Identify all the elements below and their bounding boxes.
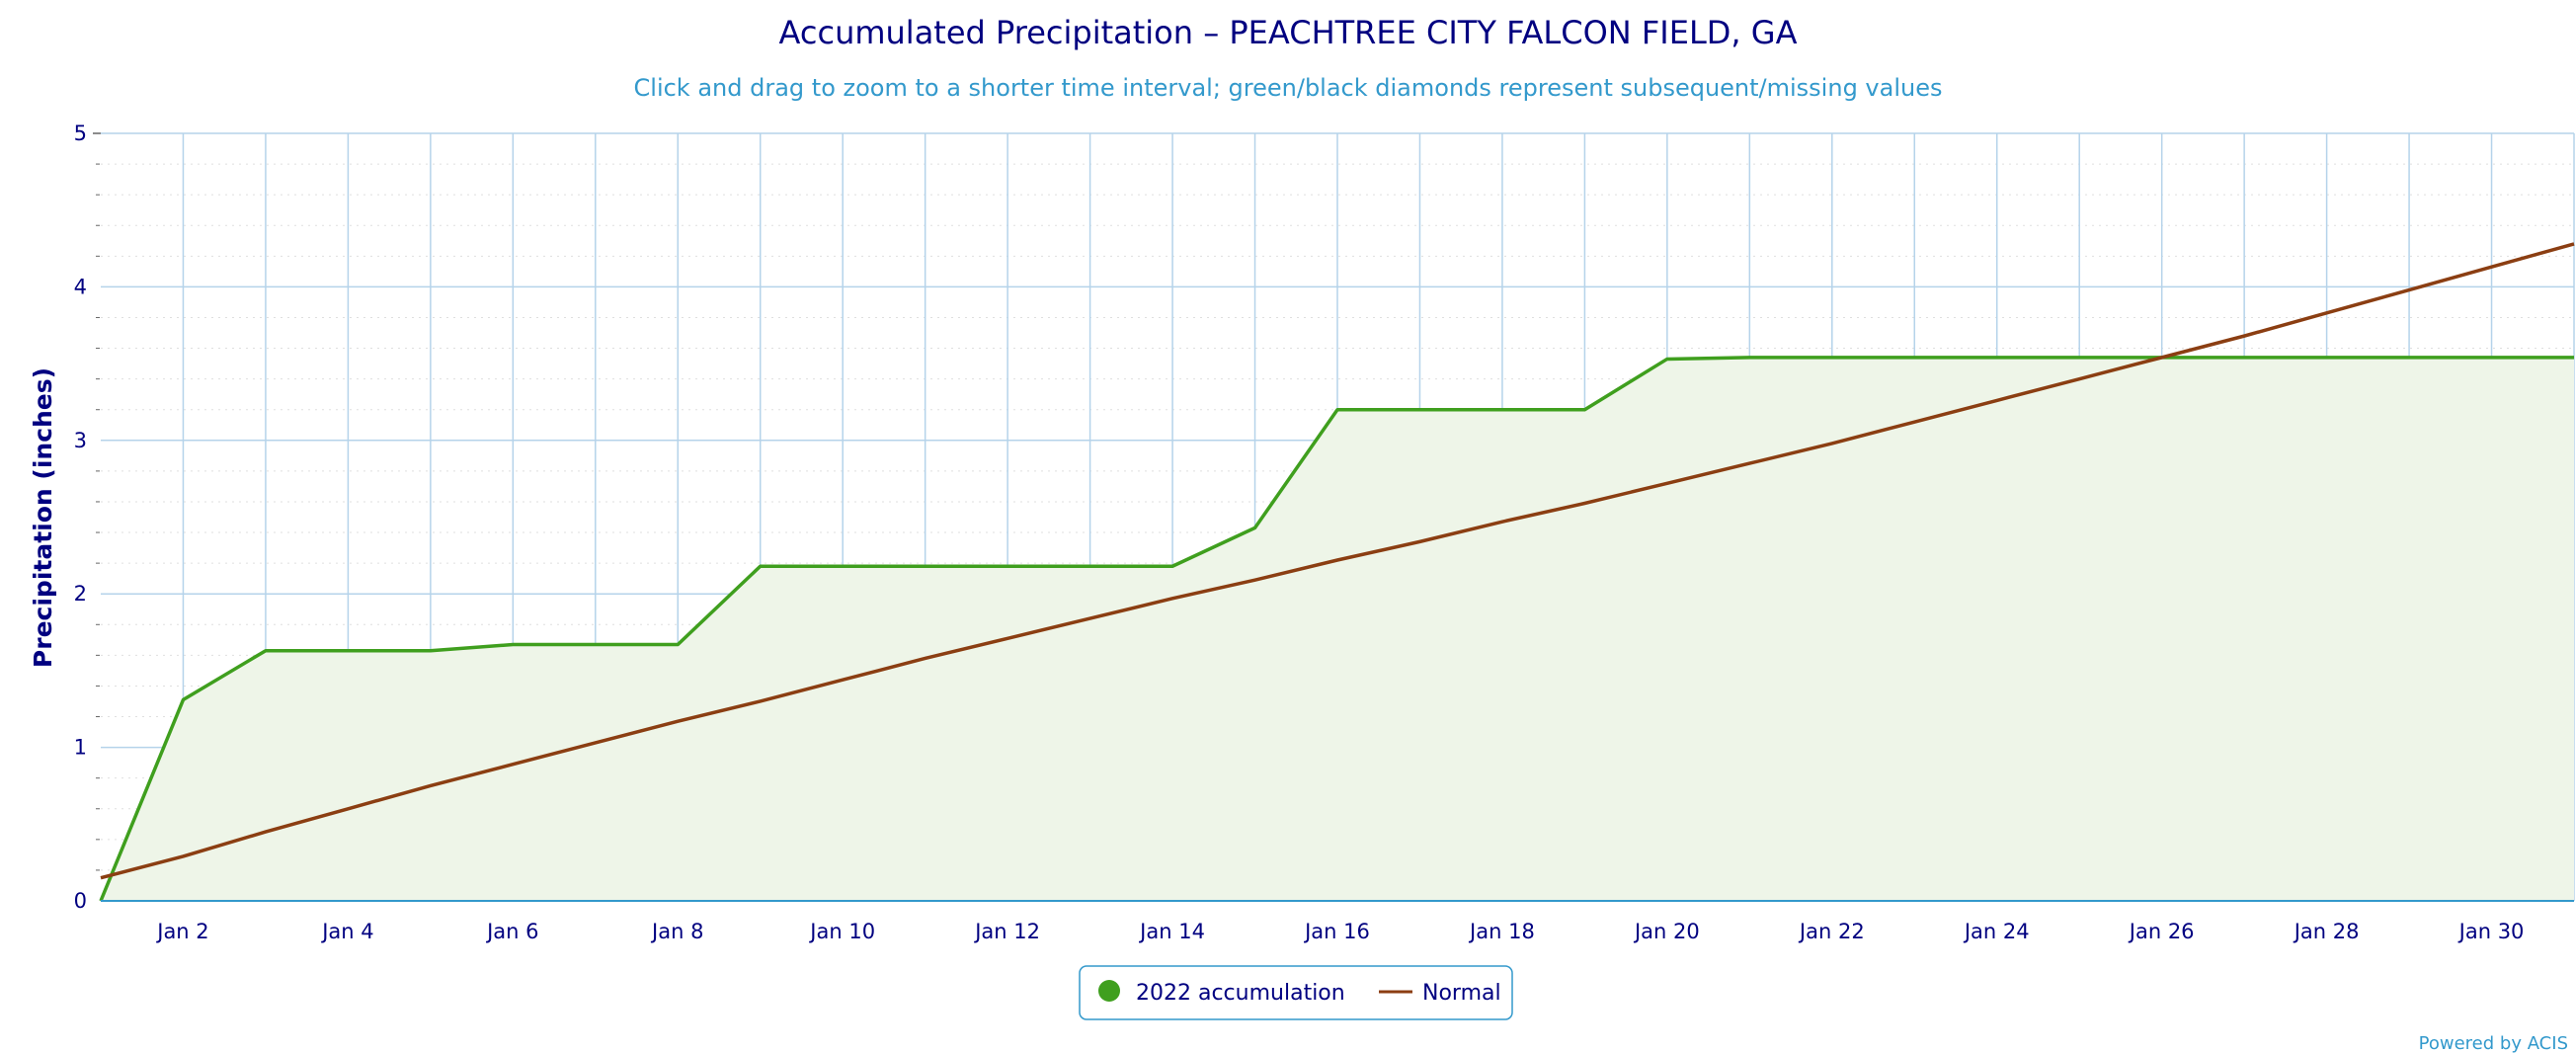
normal-point[interactable] [672, 715, 684, 727]
legend-label-normal: Normal [1422, 981, 1501, 1006]
x-tick-label: Jan 2 [155, 920, 208, 943]
normal-point[interactable] [2321, 307, 2333, 319]
accumulation-point[interactable] [2321, 352, 2333, 364]
accumulation-point[interactable] [1661, 353, 1673, 364]
normal-point[interactable] [920, 652, 931, 664]
y-tick-label: 0 [74, 889, 87, 913]
normal-point[interactable] [260, 826, 272, 838]
x-tick-label: Jan 4 [320, 920, 373, 943]
normal-point[interactable] [1496, 516, 1508, 527]
normal-point[interactable] [1002, 632, 1013, 644]
x-tick-label: Jan 28 [2293, 920, 2360, 943]
x-tick-label: Jan 14 [1138, 920, 1205, 943]
normal-point[interactable] [1661, 477, 1673, 489]
legend-label-accumulation: 2022 accumulation [1136, 981, 1345, 1006]
normal-point[interactable] [342, 803, 354, 815]
x-tick-label: Jan 18 [1468, 920, 1535, 943]
normal-point[interactable] [507, 759, 519, 770]
accumulation-point[interactable] [2238, 352, 2250, 364]
normal-line[interactable] [100, 242, 2575, 880]
normal-point[interactable] [1167, 593, 1178, 605]
normal-point[interactable] [1085, 612, 1096, 624]
normal-point[interactable] [1743, 457, 1755, 469]
accumulation-point[interactable] [1002, 560, 1013, 572]
normal-point[interactable] [1826, 438, 1838, 449]
normal-point[interactable] [2238, 330, 2250, 342]
series-layer [95, 242, 2575, 902]
accumulation-point[interactable] [1991, 352, 2003, 364]
normal-point[interactable] [590, 737, 602, 749]
y-tick-label: 2 [74, 582, 87, 606]
axes [93, 132, 2574, 902]
x-tick-label: Jan 20 [1633, 920, 1700, 943]
normal-point[interactable] [1908, 416, 1920, 428]
normal-point[interactable] [1413, 535, 1425, 547]
y-tick-label: 5 [74, 122, 87, 145]
normal-point[interactable] [837, 674, 848, 686]
accumulation-area-layer [101, 357, 2574, 901]
accumulation-point[interactable] [1167, 560, 1178, 572]
x-tick-label: Jan 12 [973, 920, 1040, 943]
accumulation-point[interactable] [1908, 352, 1920, 364]
accumulation-point[interactable] [755, 560, 766, 572]
accumulation-point[interactable] [425, 645, 437, 657]
y-tick-labels: 0 1 2 3 4 5 [74, 122, 87, 913]
accumulation-point[interactable] [590, 638, 602, 650]
x-tick-label: Jan 22 [1798, 920, 1865, 943]
y-tick-label: 1 [74, 736, 87, 760]
accumulation-point[interactable] [507, 638, 519, 650]
accumulation-point[interactable] [1085, 560, 1096, 572]
y-axis-label: Precipitation (inches) [29, 367, 57, 668]
accumulation-point[interactable] [1249, 522, 1261, 533]
normal-point[interactable] [1578, 498, 1590, 510]
accumulation-point[interactable] [1826, 352, 1838, 364]
x-tick-label: Jan 30 [2457, 920, 2525, 943]
y-tick-label: 3 [74, 429, 87, 452]
credit-link[interactable]: Powered by ACIS [2419, 1033, 2568, 1053]
accumulation-point[interactable] [1578, 404, 1590, 416]
x-tick-label: Jan 10 [808, 920, 875, 943]
normal-point[interactable] [2156, 352, 2168, 364]
accumulation-point[interactable] [1743, 352, 1755, 364]
normal-point[interactable] [177, 850, 189, 862]
normal-point[interactable] [2073, 373, 2085, 385]
y-tick-label: 4 [74, 275, 87, 298]
normal-point[interactable] [1991, 394, 2003, 406]
x-tick-label: Jan 16 [1303, 920, 1370, 943]
normal-point[interactable] [755, 695, 766, 707]
normal-point[interactable] [2403, 284, 2415, 296]
normal-point[interactable] [425, 779, 437, 791]
accumulation-point[interactable] [177, 693, 189, 705]
accumulation-point[interactable] [2486, 352, 2498, 364]
accumulation-area [101, 357, 2574, 901]
x-tick-labels: Jan 2 Jan 4 Jan 6 Jan 8 Jan 10 Jan 12 Jan 14 Ja… [155, 920, 2524, 943]
accumulation-point[interactable] [1496, 404, 1508, 416]
legend-item-accumulation[interactable]: 2022 accumulation [1098, 980, 1345, 1006]
accumulation-point[interactable] [2403, 352, 2415, 364]
accumulation-point[interactable] [837, 560, 848, 572]
accumulation-point[interactable] [342, 645, 354, 657]
normal-point[interactable] [1249, 574, 1261, 586]
legend-item-normal[interactable]: Normal [1379, 981, 1501, 1006]
x-tick-label: Jan 8 [650, 920, 703, 943]
accumulation-point[interactable] [1413, 404, 1425, 416]
normal-point[interactable] [1331, 554, 1343, 566]
x-tick-label: Jan 26 [2128, 920, 2195, 943]
accumulation-point[interactable] [920, 560, 931, 572]
legend: 2022 accumulation Normal [1079, 965, 1513, 1020]
legend-marker-accumulation [1098, 980, 1120, 1002]
accumulation-point[interactable] [672, 638, 684, 650]
legend-box [1079, 965, 1513, 1020]
normal-point[interactable] [95, 872, 107, 884]
x-tick-label: Jan 24 [1963, 920, 2030, 943]
normal-point[interactable] [2486, 261, 2498, 273]
x-tick-label: Jan 6 [485, 920, 538, 943]
chart-title: Accumulated Precipitation – PEACHTREE CI… [779, 14, 1798, 51]
chart-subtitle: Click and drag to zoom to a shorter time… [634, 74, 1943, 102]
accumulation-point[interactable] [260, 645, 272, 657]
accumulation-point[interactable] [1331, 404, 1343, 416]
accumulation-point[interactable] [2073, 352, 2085, 364]
